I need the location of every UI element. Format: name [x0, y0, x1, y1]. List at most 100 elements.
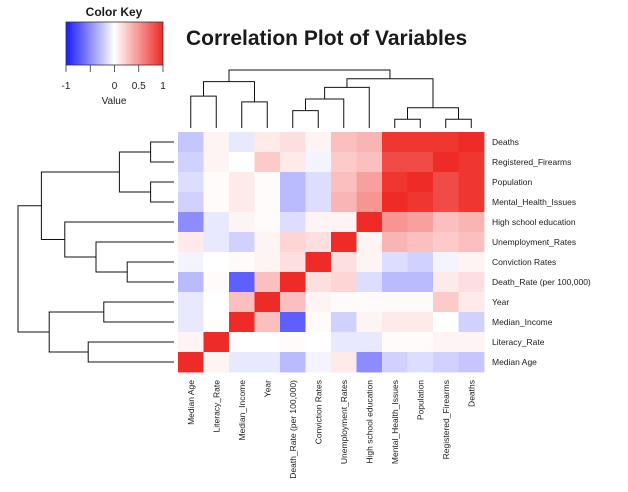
color-key-tick-label: -1 — [62, 81, 71, 92]
heatmap-cell — [254, 252, 281, 273]
row-label: High school education — [492, 217, 576, 227]
heatmap-cell — [229, 212, 255, 233]
heatmap-cell — [407, 332, 434, 353]
column-label: Median_Income — [237, 380, 247, 441]
heatmap-cell — [178, 252, 204, 273]
column-dendrogram-branch — [190, 95, 217, 128]
heatmap-cell — [407, 132, 434, 153]
heatmap-cell — [331, 252, 357, 273]
row-dendrogram-branch — [103, 301, 174, 323]
color-key-label: Value — [102, 96, 127, 107]
row-label: Median_Income — [492, 317, 553, 327]
heatmap-cell — [433, 232, 459, 253]
heatmap-cell — [280, 192, 306, 213]
row-dendrogram-branch — [64, 221, 174, 258]
heatmap-cell — [280, 292, 306, 313]
heatmap-cell — [331, 312, 357, 333]
color-key: Color Key -1 0 0.5 1 Value — [62, 5, 167, 107]
column-label: Population — [415, 380, 425, 420]
heatmap-cell — [458, 272, 485, 293]
heatmap-cell — [178, 272, 204, 293]
heatmap-cell — [254, 192, 281, 213]
heatmap-cell — [203, 292, 230, 313]
column-label: High school education — [364, 380, 374, 464]
heatmap-cell — [356, 152, 383, 173]
heatmap-cell — [382, 292, 408, 313]
row-label: Conviction Rates — [492, 257, 556, 267]
heatmap-cell — [382, 192, 408, 213]
heatmap-cell — [178, 152, 204, 173]
heatmap-cell — [229, 292, 255, 313]
heatmap-cell — [178, 132, 204, 153]
heatmap-cell — [229, 132, 255, 153]
heatmap-cell — [178, 292, 204, 313]
heatmap-cell — [331, 292, 357, 313]
heatmap-cell — [382, 152, 408, 173]
heatmap-cell — [433, 272, 459, 293]
row-label: Registered_Firearms — [492, 157, 571, 167]
heatmap-cell — [229, 332, 255, 353]
heatmap-cell — [458, 172, 485, 193]
heatmap-cell — [382, 272, 408, 293]
heatmap-cell — [305, 232, 332, 253]
heatmap-cell — [203, 132, 230, 153]
heatmap-cell — [407, 192, 434, 213]
heatmap-cell — [280, 252, 306, 273]
heatmap-cell — [331, 352, 357, 373]
heatmap-cell — [433, 352, 459, 373]
row-dendrogram-branch — [150, 141, 174, 163]
heatmap-cell — [458, 312, 485, 333]
heatmap-cell — [254, 132, 281, 153]
heatmap-cell — [407, 152, 434, 173]
heatmap-cell — [331, 132, 357, 153]
column-dendrogram-branch — [241, 101, 268, 128]
heatmap-cell — [382, 232, 408, 253]
heatmap-cell — [178, 212, 204, 233]
heatmap-cell — [458, 192, 485, 213]
column-dendrogram-branch — [445, 118, 472, 128]
heatmap-cell — [178, 172, 204, 193]
heatmap-cell — [407, 312, 434, 333]
row-dendrogram-branch — [118, 151, 151, 193]
heatmap-cell — [305, 272, 332, 293]
column-dendrogram-branch — [228, 69, 391, 82]
heatmap-cell — [458, 292, 485, 313]
heatmap-cell — [254, 152, 281, 173]
heatmap-cell — [203, 192, 230, 213]
heatmap-cell — [254, 312, 281, 333]
heatmap-cell — [458, 332, 485, 353]
column-dendrogram-branch — [407, 107, 459, 120]
heatmap-cell — [356, 172, 383, 193]
row-dendrogram-branch — [17, 205, 50, 333]
heatmap-cell — [305, 212, 332, 233]
heatmap-cell — [280, 212, 306, 233]
heatmap-cell — [331, 152, 357, 173]
heatmap-cell — [254, 232, 281, 253]
heatmap-cell — [229, 352, 255, 373]
heatmap-cell — [331, 212, 357, 233]
heatmap-cell — [229, 232, 255, 253]
heatmap-cell — [433, 252, 459, 273]
heatmap-cell — [203, 312, 230, 333]
heatmap-cell — [254, 172, 281, 193]
heatmap-cell — [305, 332, 332, 353]
row-label: Mental_Health_Issues — [492, 197, 576, 207]
color-key-ticks: -1 0 0.5 1 — [62, 65, 166, 92]
heatmap-cell — [382, 312, 408, 333]
heatmap-cell — [407, 292, 434, 313]
heatmap-cell — [433, 292, 459, 313]
row-labels: Deaths Registered_Firearms Population Menta… — [492, 137, 591, 367]
heatmap-cell — [203, 272, 230, 293]
heatmap-cell — [229, 272, 255, 293]
heatmap-cell — [356, 252, 383, 273]
column-label: Conviction Rates — [313, 380, 323, 444]
column-label: Median Age — [186, 380, 196, 425]
heatmap-cell — [458, 132, 485, 153]
heatmap-cell — [203, 152, 230, 173]
heatmap-cell — [280, 172, 306, 193]
heatmap-cell — [280, 312, 306, 333]
heatmap-cell — [254, 332, 281, 353]
heatmap-cell — [356, 312, 383, 333]
heatmap-cell — [178, 312, 204, 333]
heatmap-cell — [280, 352, 306, 373]
